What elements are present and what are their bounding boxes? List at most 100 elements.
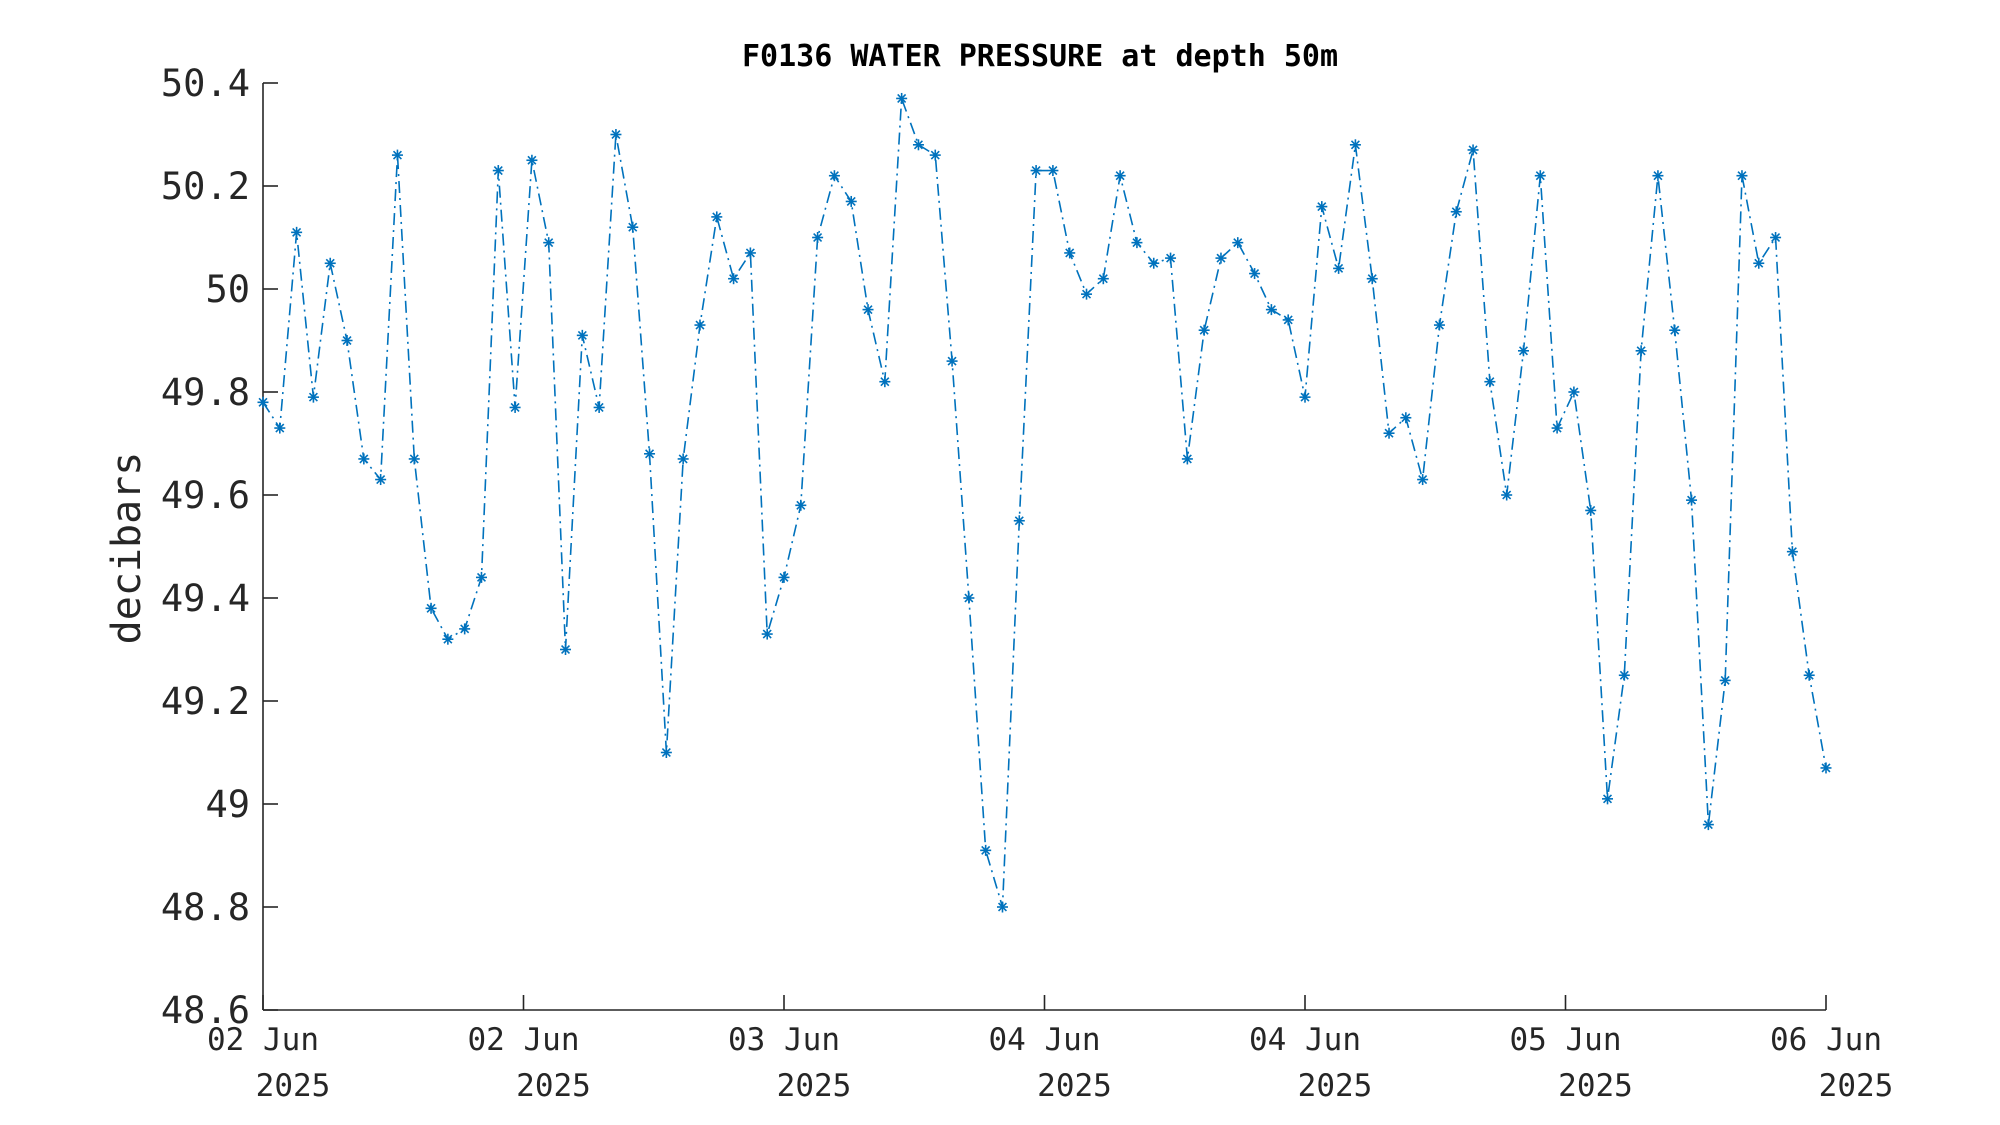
- x-tick-label-day: 03 Jun: [728, 1022, 840, 1058]
- data-point: [593, 401, 605, 413]
- data-point: [996, 901, 1008, 913]
- data-point: [694, 319, 706, 331]
- data-point: [1165, 252, 1177, 264]
- data-point: [946, 355, 958, 367]
- y-tick-label: 49.6: [161, 474, 250, 517]
- data-point: [341, 335, 353, 346]
- data-point: [1602, 793, 1614, 805]
- data-point: [1417, 474, 1429, 486]
- data-point: [1450, 206, 1462, 218]
- x-tick-label-year: 2025: [516, 1068, 591, 1104]
- data-point: [660, 747, 672, 758]
- data-point: [1753, 257, 1765, 269]
- data-point: [1047, 165, 1059, 177]
- data-point: [1686, 494, 1698, 506]
- data-point: [560, 644, 572, 655]
- data-point: [358, 453, 370, 465]
- y-tick-label: 48.6: [161, 989, 250, 1032]
- data-point: [1249, 268, 1261, 280]
- data-point: [1400, 412, 1412, 424]
- data-point: [1501, 489, 1513, 501]
- data-point: [1669, 324, 1681, 336]
- data-point: [1702, 819, 1714, 831]
- data-point: [475, 571, 487, 583]
- data-point: [1770, 232, 1782, 243]
- data-point: [1652, 170, 1664, 182]
- data-point: [1517, 345, 1529, 357]
- data-point: [324, 257, 336, 269]
- data-point: [1215, 252, 1227, 264]
- data-point: [896, 92, 908, 104]
- y-tick-label: 48.8: [161, 886, 250, 929]
- data-point: [1232, 237, 1244, 249]
- data-point: [1131, 237, 1143, 249]
- data-point: [1198, 324, 1210, 336]
- data-point: [1803, 669, 1815, 681]
- data-point: [425, 602, 437, 614]
- x-tick-label-day: 06 Jun: [1770, 1022, 1882, 1058]
- data-point: [291, 226, 303, 238]
- data-point: [711, 211, 723, 223]
- data-point: [1299, 391, 1311, 403]
- data-point: [1282, 314, 1294, 326]
- data-point: [1265, 304, 1277, 316]
- x-tick-label-day: 04 Jun: [989, 1022, 1101, 1058]
- data-point: [543, 237, 555, 249]
- data-point: [744, 247, 756, 259]
- x-axis-ticks: 02 Jun 2025 02 Jun 2025 03 Jun 2025 04 Jun 2025…: [207, 995, 1893, 1104]
- data-point: [1030, 165, 1042, 177]
- data-point: [1366, 273, 1378, 285]
- y-axis-ticks: 48.6 48.8 49 49.2 49.4 49.6 49.8 50 50.2 50.4: [161, 62, 278, 1032]
- data-point: [1081, 288, 1093, 300]
- y-tick-label: 49.4: [161, 577, 250, 620]
- data-point: [1114, 170, 1126, 182]
- data-point: [795, 499, 807, 511]
- data-point: [307, 391, 319, 403]
- data-point: [1551, 422, 1563, 434]
- data-point: [929, 149, 941, 161]
- data-point: [1467, 144, 1479, 156]
- data-point: [274, 422, 286, 434]
- data-point: [391, 149, 403, 161]
- data-point: [442, 633, 454, 645]
- data-point: [778, 571, 790, 583]
- data-point: [1484, 376, 1496, 388]
- y-tick-label: 49: [205, 783, 250, 826]
- data-point: [980, 844, 992, 856]
- data-point: [576, 329, 588, 341]
- series-line: [262, 98, 1827, 908]
- x-tick-label-year: 2025: [1819, 1068, 1894, 1104]
- data-point: [644, 448, 656, 460]
- data-point: [677, 453, 689, 465]
- data-point: [610, 129, 622, 140]
- x-tick-label-day: 02 Jun: [207, 1022, 319, 1058]
- data-point: [1786, 546, 1798, 558]
- x-tick-label-day: 04 Jun: [1249, 1022, 1361, 1058]
- data-point: [408, 453, 420, 465]
- y-tick-label: 49.2: [161, 680, 250, 723]
- data-point: [1333, 262, 1345, 274]
- x-tick-label-year: 2025: [256, 1068, 331, 1104]
- data-point: [627, 221, 639, 233]
- data-point: [1820, 762, 1832, 774]
- y-tick-label: 50: [205, 268, 250, 311]
- x-tick-label-year: 2025: [777, 1068, 852, 1104]
- data-point: [761, 628, 773, 640]
- data-point: [1064, 247, 1076, 259]
- data-point: [812, 232, 824, 243]
- data-point: [728, 273, 740, 285]
- data-point: [862, 304, 874, 316]
- data-point: [1316, 201, 1328, 213]
- data-point: [1736, 170, 1748, 182]
- data-point: [1097, 273, 1109, 285]
- data-point: [492, 165, 504, 177]
- y-tick-label: 49.8: [161, 371, 250, 414]
- data-point: [526, 154, 538, 166]
- x-tick-label-year: 2025: [1558, 1068, 1633, 1104]
- data-point: [1433, 319, 1445, 331]
- data-point: [1719, 674, 1731, 686]
- data-point: [1534, 170, 1546, 182]
- series-markers: [257, 92, 1832, 913]
- y-tick-label: 50.4: [161, 62, 250, 105]
- data-point: [1383, 427, 1395, 439]
